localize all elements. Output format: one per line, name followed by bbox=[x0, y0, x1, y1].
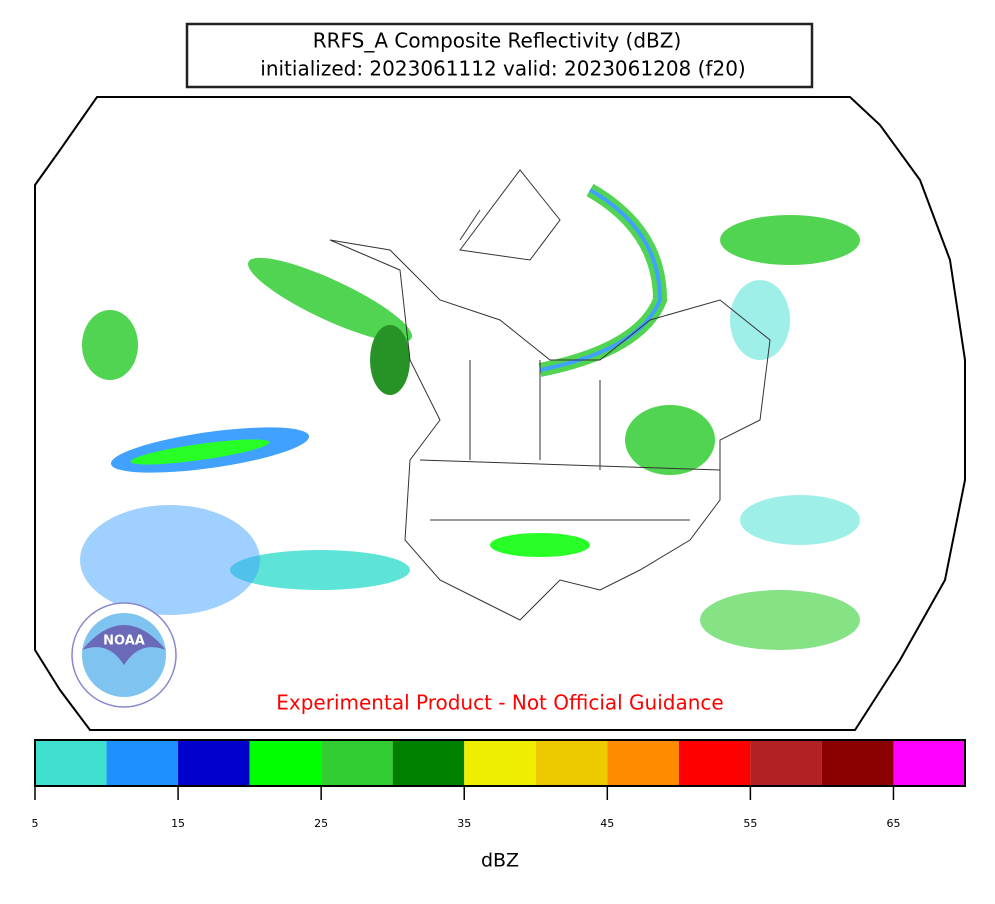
tick-label: 35 bbox=[457, 817, 471, 830]
reflectivity-field bbox=[80, 183, 860, 650]
colorbar-segment bbox=[321, 740, 393, 786]
colorbar-segment bbox=[249, 740, 322, 786]
title-box: RRFS_A Composite Reflectivity (dBZ) init… bbox=[185, 22, 814, 89]
colorbar-segment bbox=[607, 740, 679, 786]
colorbar-segment bbox=[392, 740, 465, 786]
colorbar-segment bbox=[464, 740, 536, 786]
tick-label: 65 bbox=[886, 817, 900, 830]
tick-label: 45 bbox=[600, 817, 614, 830]
disclaimer: Experimental Product - Not Official Guid… bbox=[276, 691, 723, 715]
map-frame bbox=[34, 96, 966, 731]
colorbar-segment bbox=[893, 740, 965, 786]
colorbar: 5 15 25 35 45 55 65 dBZ bbox=[32, 739, 966, 872]
tick-label: 5 bbox=[32, 817, 39, 830]
colorbar-segment bbox=[106, 740, 179, 786]
tick-label: 55 bbox=[743, 817, 757, 830]
colorbar-segment bbox=[821, 740, 894, 786]
noaa-logo: NOAA bbox=[71, 602, 177, 708]
colorbar-frame bbox=[34, 739, 966, 787]
tick-label: 25 bbox=[314, 817, 328, 830]
colorbar-label: dBZ bbox=[481, 850, 519, 872]
colorbar-segment bbox=[178, 740, 250, 786]
title-line: initialized: 2023061112 valid: 202306120… bbox=[260, 57, 745, 81]
logo-text: NOAA bbox=[103, 634, 145, 649]
colorbar-segment bbox=[535, 740, 608, 786]
title-line: RRFS_A Composite Reflectivity (dBZ) bbox=[313, 29, 682, 53]
colorbar-segment bbox=[678, 740, 751, 786]
colorbar-segment bbox=[35, 740, 107, 786]
map: NOAA Experimental Product - Not Official… bbox=[34, 96, 966, 731]
tick-label: 15 bbox=[171, 817, 185, 830]
colorbar-segment bbox=[750, 740, 822, 786]
boundaries bbox=[329, 169, 771, 621]
